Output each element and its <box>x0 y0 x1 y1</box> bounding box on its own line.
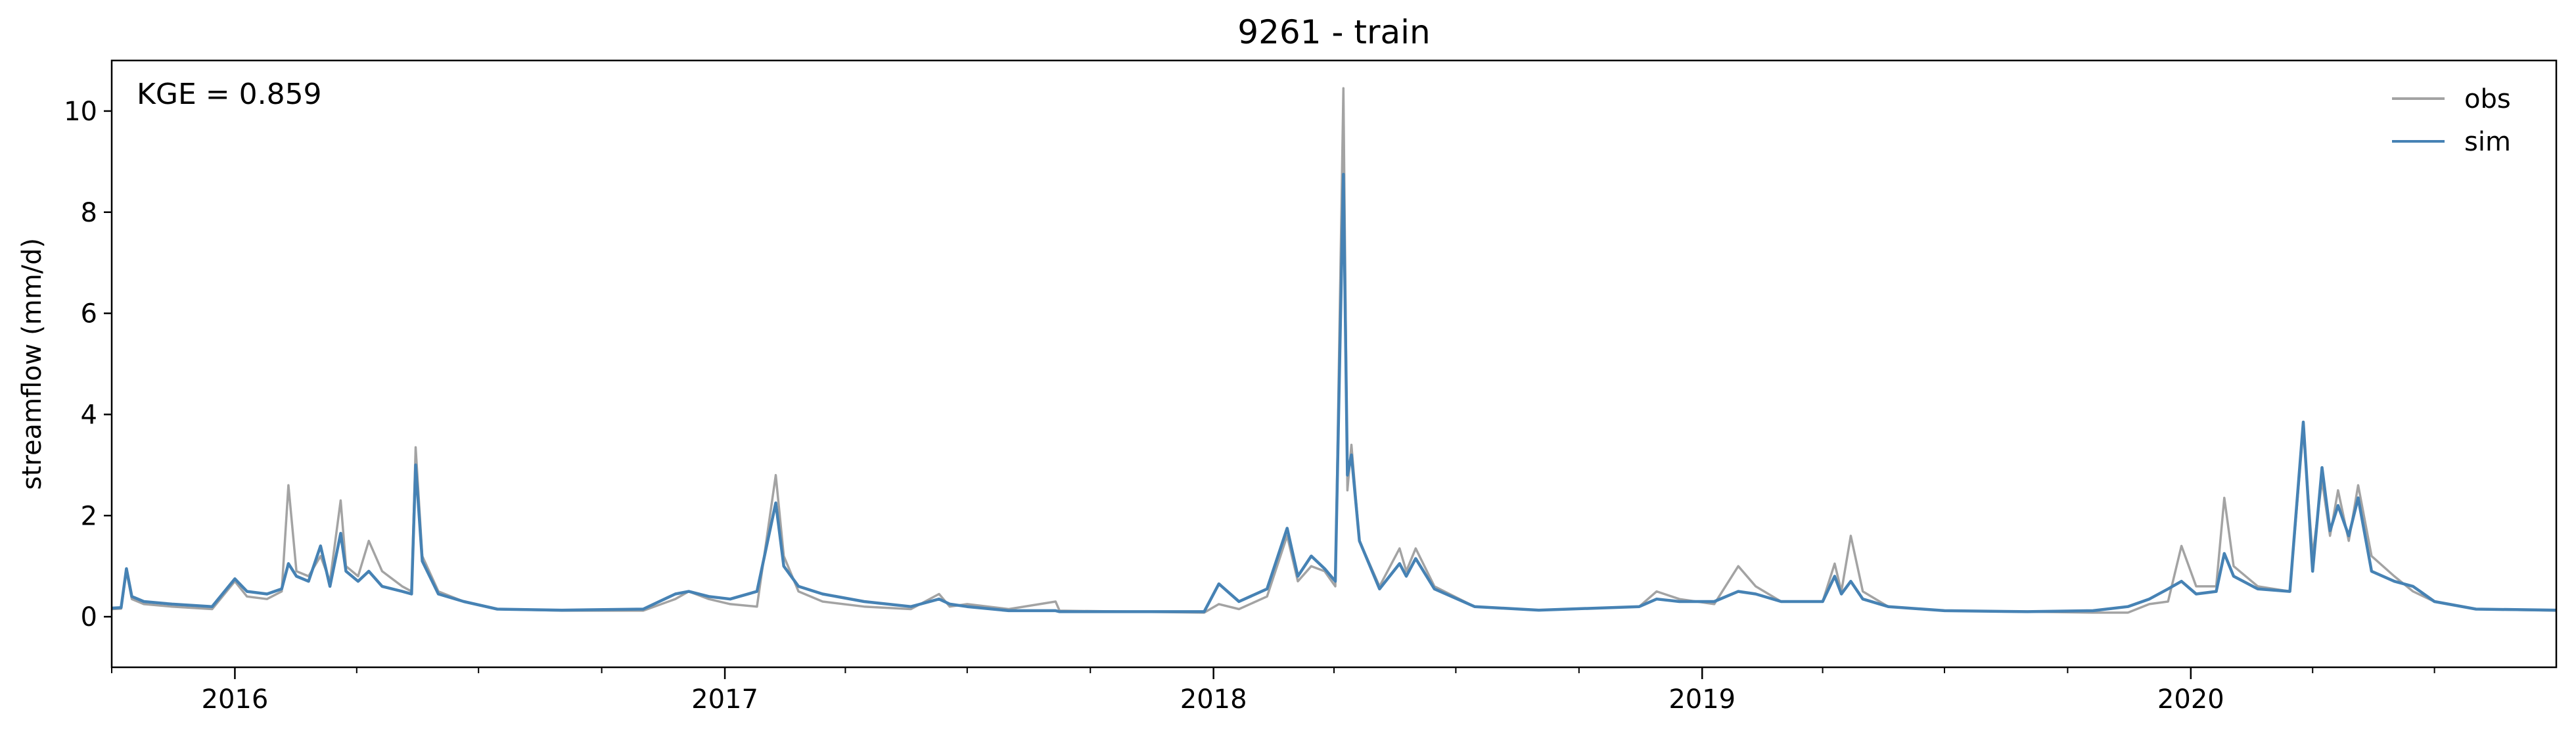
series-line-obs <box>111 87 2557 614</box>
series-line-sim <box>111 172 2557 613</box>
legend-label-obs: obs <box>2464 84 2511 114</box>
y-tick-label: 0 <box>81 602 97 632</box>
y-axis-label: streamflow (mm/d) <box>17 238 47 490</box>
x-tick-label: 2018 <box>1180 684 1247 715</box>
chart-title: 9261 - train <box>1237 13 1430 51</box>
series-layer <box>111 87 2557 614</box>
x-tick-label: 2020 <box>2157 684 2224 715</box>
y-tick-label: 10 <box>64 97 97 127</box>
legend-label-sim: sim <box>2464 127 2511 157</box>
x-tick-label: 2016 <box>202 684 269 715</box>
x-tick-label: 2017 <box>691 684 758 715</box>
y-tick-label: 4 <box>81 400 97 430</box>
x-tick-label: 2019 <box>1668 684 1736 715</box>
kge-annotation: KGE = 0.859 <box>137 78 322 111</box>
y-tick-label: 6 <box>81 299 97 329</box>
y-tick-label: 2 <box>81 501 97 531</box>
y-axis-ticks: 0 2 4 6 8 10 <box>64 97 112 632</box>
x-axis-ticks: 2016 2017 2018 2019 2020 <box>111 667 2435 715</box>
y-tick-label: 8 <box>81 198 97 228</box>
legend: obs sim <box>2392 84 2511 157</box>
